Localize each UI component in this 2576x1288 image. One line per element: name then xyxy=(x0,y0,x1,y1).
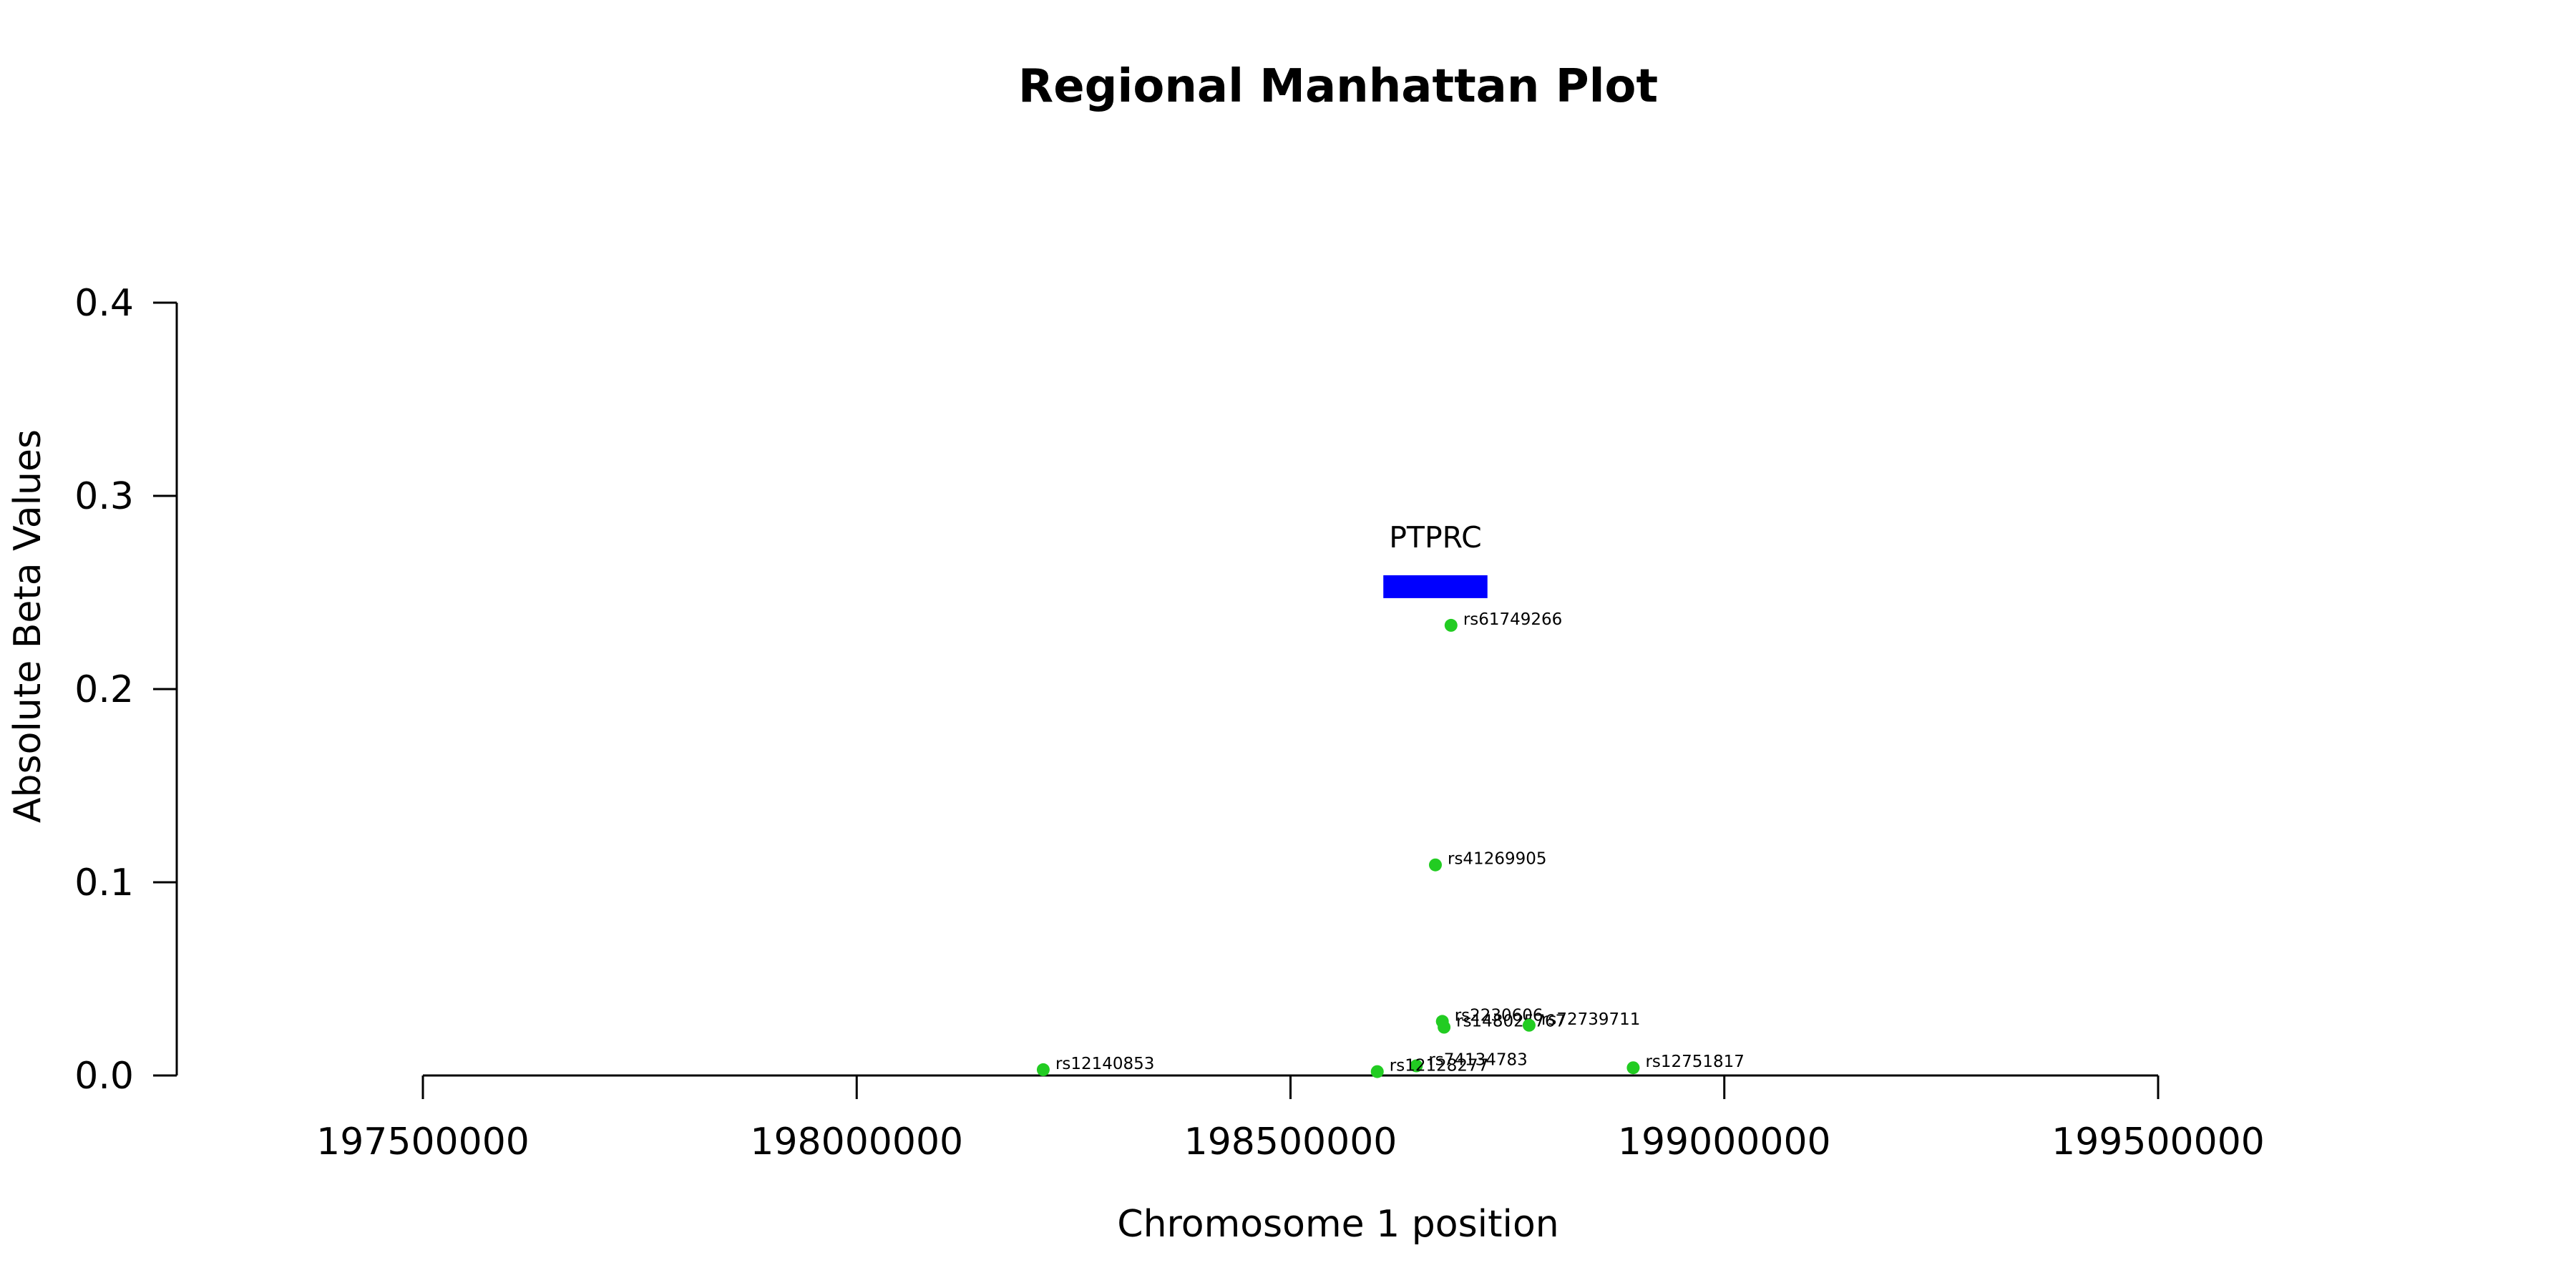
y-tick-label: 0.2 xyxy=(74,668,134,711)
chart-title: Regional Manhattan Plot xyxy=(1018,60,1658,113)
y-tick-label: 0.4 xyxy=(74,282,134,325)
y-axis-label: Absolute Beta Values xyxy=(6,429,49,823)
y-tick-label: 0.0 xyxy=(74,1055,134,1098)
snp-label: rs148025767 xyxy=(1456,1013,1566,1031)
snp-label: rs74134783 xyxy=(1428,1051,1528,1070)
x-axis-ticks: 197500000 198000000 198500000 199000000 1995… xyxy=(316,1075,2265,1163)
y-tick-label: 0.3 xyxy=(74,475,134,518)
snp-label: rs12140853 xyxy=(1055,1055,1155,1073)
snp-point xyxy=(1410,1059,1423,1073)
snp-label: rs61749266 xyxy=(1463,610,1563,629)
y-axis-ticks: 0.0 0.1 0.2 0.3 0.4 xyxy=(74,282,177,1098)
x-tick-label: 197500000 xyxy=(316,1121,530,1163)
gene-track: PTPRC xyxy=(1383,520,1488,598)
x-axis-label: Chromosome 1 position xyxy=(1117,1203,1558,1246)
snp-points: rs61749266rs41269905rs2230606rs148025767… xyxy=(1036,610,1745,1078)
snp-point xyxy=(1428,858,1442,872)
gene-label: PTPRC xyxy=(1389,520,1482,555)
x-tick-label: 199000000 xyxy=(1618,1121,1831,1163)
snp-point xyxy=(1522,1018,1536,1032)
snp-point xyxy=(1444,618,1458,632)
x-tick-label: 199500000 xyxy=(2051,1121,2265,1163)
snp-label: rs12751817 xyxy=(1645,1053,1745,1071)
snp-label: rs41269905 xyxy=(1448,850,1547,869)
x-tick-label: 198000000 xyxy=(750,1121,963,1163)
snp-point xyxy=(1036,1063,1050,1076)
x-tick-label: 198500000 xyxy=(1184,1121,1397,1163)
gene-bar xyxy=(1383,575,1488,598)
snp-label: rs12128277 xyxy=(1390,1057,1489,1075)
snp-point xyxy=(1626,1061,1640,1075)
snp-point xyxy=(1438,1020,1451,1034)
y-tick-label: 0.1 xyxy=(74,862,134,904)
snp-point xyxy=(1370,1065,1384,1078)
snp-label: rs72739711 xyxy=(1541,1010,1641,1029)
